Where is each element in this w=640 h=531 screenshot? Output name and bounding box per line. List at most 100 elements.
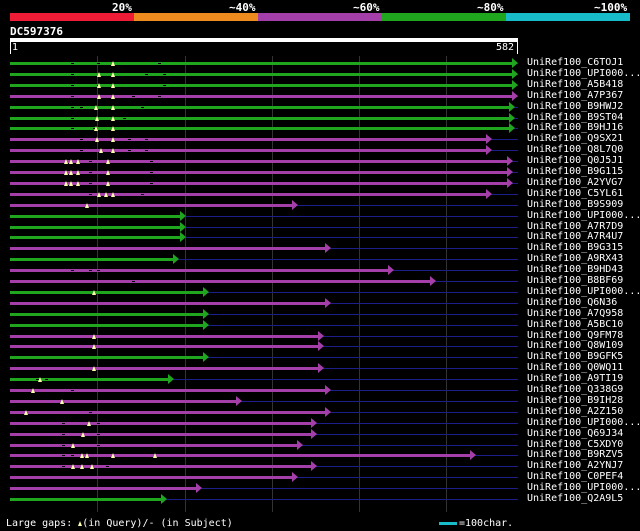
hit-row[interactable]: UniRef100_Q8L7Q0 <box>0 144 640 156</box>
alignment-bar[interactable] <box>10 356 204 360</box>
hit-row[interactable]: UniRef100_B9G115 <box>0 166 640 178</box>
alignment-bar[interactable] <box>10 454 472 458</box>
alignment-bar[interactable] <box>10 378 170 382</box>
hit-label[interactable]: UniRef100_Q69J34 <box>527 427 624 439</box>
alignment-bar[interactable] <box>10 138 487 142</box>
alignment-bar[interactable] <box>10 171 508 174</box>
hit-label[interactable]: UniRef100_Q0WQ11 <box>527 362 624 374</box>
hit-label[interactable]: UniRef100_C5YL61 <box>527 187 624 199</box>
hit-row[interactable]: UniRef100_Q338G9 <box>0 384 640 396</box>
alignment-bar[interactable] <box>10 214 182 218</box>
hit-row[interactable]: UniRef100_Q69J34 <box>0 427 640 440</box>
hit-label[interactable]: UniRef100_Q6N36 <box>527 296 618 308</box>
hit-label[interactable]: UniRef100_A7Q958 <box>527 307 624 319</box>
hit-row[interactable]: UniRef100_B9HD43 <box>0 264 640 276</box>
alignment-bar[interactable] <box>10 116 510 120</box>
hit-label[interactable]: UniRef100_A7P367 <box>527 89 624 101</box>
hit-row[interactable]: UniRef100_A5BC10 <box>0 319 640 331</box>
hit-label[interactable]: UniRef100_B9HWJ2 <box>527 100 624 112</box>
hit-row[interactable]: UniRef100_A7R4U7 <box>0 231 640 243</box>
hit-label[interactable]: UniRef100_UPI000... <box>527 209 640 221</box>
alignment-bar[interactable] <box>10 389 327 392</box>
alignment-bar[interactable] <box>10 476 294 480</box>
hit-row[interactable]: UniRef100_UPI000... <box>0 209 640 222</box>
alignment-bar[interactable] <box>10 83 513 87</box>
alignment-bar[interactable] <box>10 498 163 501</box>
hit-label[interactable]: UniRef100_B9HJ16 <box>527 122 624 134</box>
hit-label[interactable]: UniRef100_B9G315 <box>527 242 624 254</box>
hit-row[interactable]: UniRef100_B9G315 <box>0 242 640 254</box>
hit-label[interactable]: UniRef100_A5B418 <box>527 78 624 90</box>
hit-row[interactable]: UniRef100_A7R7D9 <box>0 221 640 233</box>
hit-label[interactable]: UniRef100_B9HD43 <box>527 264 624 276</box>
alignment-bar[interactable] <box>10 345 320 349</box>
hit-row[interactable]: UniRef100_Q8W109 <box>0 340 640 352</box>
hit-label[interactable]: UniRef100_Q0J5J1 <box>527 155 624 167</box>
hit-label[interactable]: UniRef100_B9GFK5 <box>527 351 624 363</box>
alignment-bar[interactable] <box>10 367 320 371</box>
hit-row[interactable]: UniRef100_C6TOJ1 <box>0 57 640 69</box>
hit-row[interactable]: UniRef100_B9S909 <box>0 198 640 211</box>
hit-row[interactable]: UniRef100_C5YL61 <box>0 187 640 200</box>
alignment-bar[interactable] <box>10 225 182 229</box>
alignment-bar[interactable] <box>10 421 313 425</box>
alignment-bar[interactable] <box>10 301 327 305</box>
alignment-bar[interactable] <box>10 323 204 327</box>
hit-label[interactable]: UniRef100_A2Z150 <box>527 405 624 417</box>
alignment-bar[interactable] <box>10 258 175 262</box>
alignment-bar[interactable] <box>10 247 327 251</box>
alignment-bar[interactable] <box>10 334 320 338</box>
hit-label[interactable]: UniRef100_C0PEF4 <box>527 471 624 483</box>
alignment-bar[interactable] <box>10 72 513 76</box>
alignment-bar[interactable] <box>10 149 487 153</box>
hit-row[interactable]: UniRef100_B9GFK5 <box>0 351 640 363</box>
hit-label[interactable]: UniRef100_C6TOJ1 <box>527 57 624 68</box>
hit-row[interactable]: UniRef100_Q9SX21 <box>0 133 640 145</box>
hit-label[interactable]: UniRef100_UPI000... <box>527 67 640 79</box>
hit-label[interactable]: UniRef100_A2YNJ7 <box>527 460 624 472</box>
alignment-bar[interactable] <box>10 192 487 196</box>
hit-row[interactable]: UniRef100_UPI000... <box>0 482 640 494</box>
hit-label[interactable]: UniRef100_A9RX43 <box>527 253 624 265</box>
hit-label[interactable]: UniRef100_UPI000... <box>527 285 640 297</box>
hit-label[interactable]: UniRef100_Q338G9 <box>527 384 624 395</box>
alignment-bar[interactable] <box>10 203 294 207</box>
hit-label[interactable]: UniRef100_Q2A9L5 <box>527 493 624 504</box>
hit-row[interactable]: UniRef100_C5XDY0 <box>0 439 640 451</box>
alignment-bar[interactable] <box>10 181 508 185</box>
hit-row[interactable]: UniRef100_B8BF69 <box>0 275 640 287</box>
alignment-bar[interactable] <box>10 160 508 164</box>
hit-row[interactable]: UniRef100_Q2A9L5 <box>0 493 640 505</box>
hit-row[interactable]: UniRef100_Q6N36 <box>0 296 640 309</box>
hit-row[interactable]: UniRef100_A2YNJ7 <box>0 460 640 472</box>
hit-row[interactable]: UniRef100_UPI000... <box>0 285 640 298</box>
hit-label[interactable]: UniRef100_UPI000... <box>527 482 640 494</box>
alignment-bar[interactable] <box>10 465 313 469</box>
hit-row[interactable]: UniRef100_A9TI19 <box>0 373 640 385</box>
alignment-bar[interactable] <box>10 487 198 491</box>
hit-label[interactable]: UniRef100_UPI000... <box>527 416 640 428</box>
hit-label[interactable]: UniRef100_B9S909 <box>527 198 624 210</box>
hit-row[interactable]: UniRef100_B9ST04 <box>0 112 640 124</box>
hit-row[interactable]: UniRef100_A5B418 <box>0 78 640 91</box>
hit-label[interactable]: UniRef100_Q9SX21 <box>527 133 624 145</box>
hit-label[interactable]: UniRef100_B9G115 <box>527 166 624 177</box>
alignment-bar[interactable] <box>10 62 513 65</box>
alignment-bar[interactable] <box>10 280 431 283</box>
hit-row[interactable]: UniRef100_C0PEF4 <box>0 471 640 483</box>
alignment-bar[interactable] <box>10 127 510 131</box>
hit-row[interactable]: UniRef100_Q0WQ11 <box>0 362 640 374</box>
hit-row[interactable]: UniRef100_A2Z150 <box>0 405 640 418</box>
alignment-bar[interactable] <box>10 105 510 109</box>
hit-row[interactable]: UniRef100_A2YVG7 <box>0 177 640 189</box>
hit-row[interactable]: UniRef100_B9IH28 <box>0 394 640 407</box>
hit-label[interactable]: UniRef100_A7R4U7 <box>527 231 624 243</box>
hit-label[interactable]: UniRef100_B8BF69 <box>527 275 624 286</box>
hit-row[interactable]: UniRef100_UPI000... <box>0 416 640 429</box>
hit-label[interactable]: UniRef100_B9IH28 <box>527 394 624 406</box>
hit-row[interactable]: UniRef100_B9RZV5 <box>0 449 640 461</box>
alignment-bar[interactable] <box>10 269 390 273</box>
hit-row[interactable]: UniRef100_Q0J5J1 <box>0 155 640 167</box>
alignment-bar[interactable] <box>10 312 204 316</box>
hit-label[interactable]: UniRef100_Q8L7Q0 <box>527 144 624 156</box>
